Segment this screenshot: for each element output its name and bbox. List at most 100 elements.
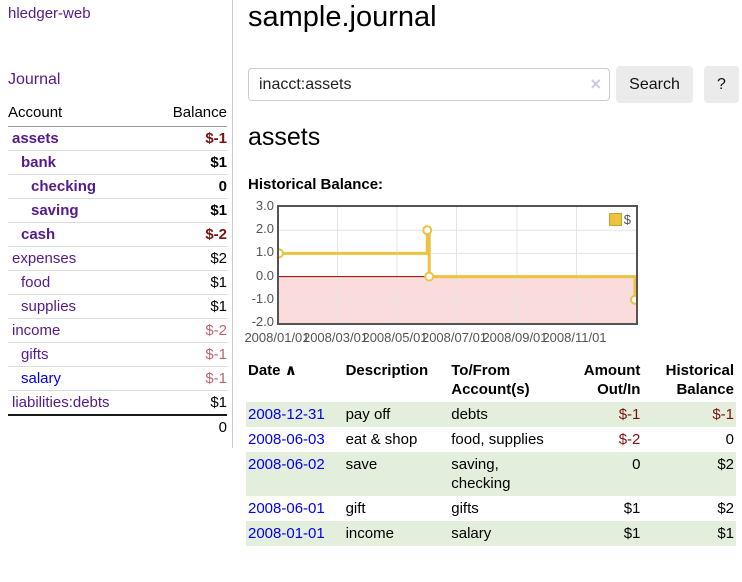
y-axis-tick-label: 1.0 (255, 244, 274, 260)
register-header-amount: Amount Out/In (583, 362, 641, 398)
account-link[interactable]: bank (21, 154, 57, 171)
legend-swatch (608, 213, 622, 226)
account-balance: $-1 (150, 366, 227, 391)
register-amount-cell: $1 (623, 500, 641, 517)
register-date-cell: 2008-12-31 (246, 402, 344, 427)
register-description-cell: pay off (345, 406, 391, 423)
account-link[interactable]: supplies (21, 298, 77, 315)
account-link[interactable]: food (21, 274, 51, 291)
y-axis-tick-label: 0.0 (255, 267, 274, 283)
register-header-description: Description (345, 362, 429, 379)
account-link[interactable]: checking (31, 178, 97, 195)
register-date-cell: 2008-06-03 (246, 427, 344, 452)
register-balance-cell: $-1 (712, 406, 734, 423)
x-axis-tick-label: 2008/07/01 (421, 330, 488, 345)
chart-legend: $ (608, 212, 631, 227)
account-row: expenses $2 (8, 246, 227, 271)
register-balance-cell: $1 (717, 525, 734, 542)
data-point (279, 248, 284, 259)
y-axis-tick-label: -1.0 (251, 290, 274, 306)
account-link[interactable]: salary (21, 370, 62, 387)
register-balance-cell: $2 (717, 456, 734, 473)
account-link[interactable]: expenses (12, 250, 77, 267)
register-row: 2008-01-01 income salary $1 $1 (246, 521, 736, 546)
x-axis-tick-label: 2008/11/01 (542, 330, 607, 345)
account-row: income $-2 (8, 318, 227, 343)
x-axis-tick-label: 2008/01/01 (244, 330, 310, 345)
accounts-total-value: 0 (150, 414, 227, 439)
account-row: checking 0 (8, 174, 227, 199)
y-axis-tick-label: -2.0 (251, 314, 274, 329)
transaction-date-link[interactable]: 2008-01-01 (248, 525, 325, 542)
account-link[interactable]: liabilities:debts (12, 394, 110, 411)
transaction-date-link[interactable]: 2008-06-03 (248, 431, 325, 448)
account-balance: $-2 (150, 318, 227, 343)
page-title: sample.journal (248, 1, 437, 33)
accounts-header-row: Account Balance (8, 101, 227, 127)
accounts-table: Account Balance assets $-1 bank $1 checking 0… (8, 101, 227, 439)
search-button[interactable]: Search (616, 66, 693, 103)
register-amount-cell: $-2 (618, 431, 641, 448)
sidebar-item-journal[interactable]: Journal (8, 71, 61, 88)
y-axis-tick-label: 3.0 (255, 198, 274, 213)
register-description-cell: gift (345, 500, 366, 517)
search-bar: × Search ? (248, 66, 739, 103)
help-button[interactable]: ? (704, 66, 739, 103)
account-link[interactable]: income (12, 322, 61, 339)
register-amount-cell: $1 (623, 525, 641, 542)
x-axis-tick-label: 2008/05/01 (362, 330, 428, 345)
register-amount-cell: 0 (632, 456, 641, 473)
register-accounts-cell: food, supplies (451, 431, 544, 448)
register-table: Date ∧ Description To/From Account(s) Am… (246, 358, 736, 546)
app-title-link[interactable]: hledger-web (8, 5, 91, 22)
data-point (630, 294, 636, 305)
account-balance: $-1 (150, 126, 227, 151)
register-description-cell: eat & shop (345, 431, 418, 448)
account-balance: $2 (150, 246, 227, 271)
register-date-cell: 2008-01-01 (246, 521, 344, 546)
sort-asc-icon: ∧ (284, 362, 297, 379)
account-row: food $1 (8, 270, 227, 295)
account-link[interactable]: assets (12, 130, 59, 147)
account-link[interactable]: gifts (21, 346, 49, 363)
account-row: bank $1 (8, 150, 227, 175)
transaction-date-link[interactable]: 2008-06-02 (248, 456, 325, 473)
register-accounts-cell: gifts (451, 500, 479, 517)
account-row: supplies $1 (8, 294, 227, 319)
account-row: assets $-1 (8, 126, 227, 151)
register-date-cell: 2008-06-02 (246, 452, 344, 496)
accounts-header-balance: Balance (150, 101, 227, 127)
account-balance: $1 (150, 270, 227, 295)
data-point (422, 225, 433, 236)
register-accounts-cell: saving, checking (451, 456, 511, 492)
account-row: saving $1 (8, 198, 227, 223)
register-description-cell: income (345, 525, 394, 542)
account-row: salary $-1 (8, 366, 227, 391)
account-row: cash $-2 (8, 222, 227, 247)
register-tbody: 2008-12-31 pay off debts $-1 $-1 2008-06-03 ea… (246, 402, 736, 546)
register-header-balance: Historical Balance (665, 362, 734, 398)
register-date-cell: 2008-06-01 (246, 496, 344, 521)
account-balance: $1 (150, 198, 227, 223)
account-row: liabilities:debts $1 (8, 390, 227, 416)
x-axis-tick-label: 2008/09/01 (482, 330, 548, 345)
account-balance: $-1 (150, 342, 227, 367)
chart-canvas (279, 207, 636, 323)
accounts-tbody: assets $-1 bank $1 checking 0 saving $1 cash $-2 e… (8, 126, 227, 416)
historical-balance-chart: $ 3.0 2.0 1.0 0.0 -1.0 -2.0 2008/01/01 2008/03/… (244, 198, 738, 349)
account-link[interactable]: saving (31, 202, 79, 219)
search-input[interactable] (248, 68, 610, 101)
account-balance: $-2 (150, 222, 227, 247)
chart-plot-area: $ (277, 205, 638, 325)
account-link[interactable]: cash (21, 226, 56, 243)
account-balance: 0 (150, 174, 227, 199)
accounts-total-row: 0 (8, 414, 227, 439)
register-balance-cell: 0 (725, 431, 734, 448)
transaction-date-link[interactable]: 2008-06-01 (248, 500, 325, 517)
account-balance: $1 (150, 294, 227, 319)
register-header-date[interactable]: Date ∧ (248, 362, 297, 379)
clear-search-icon[interactable]: × (590, 74, 601, 94)
account-balance: $1 (150, 390, 227, 416)
y-axis-tick-label: 2.0 (255, 221, 274, 237)
transaction-date-link[interactable]: 2008-12-31 (248, 406, 325, 423)
